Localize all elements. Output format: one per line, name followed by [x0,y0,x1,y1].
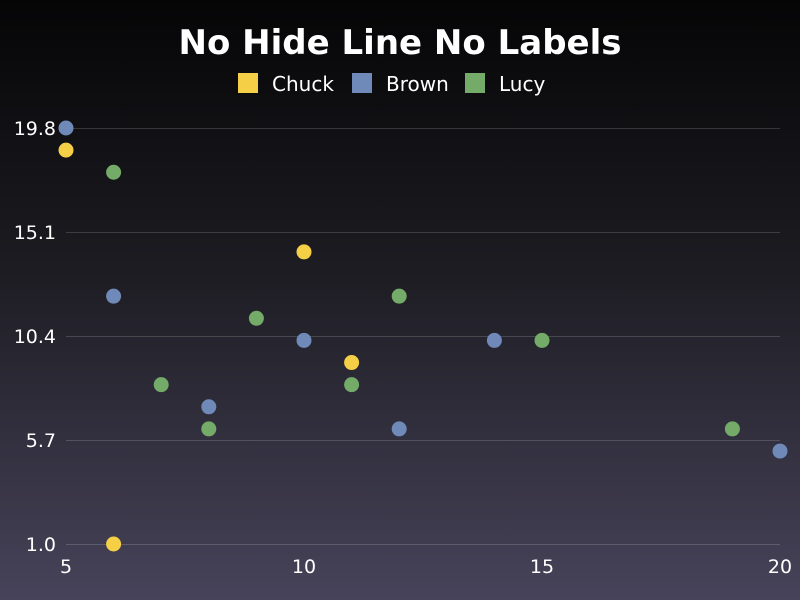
data-point-lucy [344,377,360,393]
data-point-chuck [296,244,312,260]
legend-swatch-chuck [238,73,258,93]
y-tick-label: 10.4 [14,326,56,348]
legend: Chuck Brown Lucy [238,72,545,96]
data-point-lucy [391,288,407,304]
data-point-lucy [248,310,264,326]
y-tick-label: 5.7 [26,430,56,452]
data-point-brown [486,332,502,348]
data-point-lucy [153,377,169,393]
x-tick-label: 5 [60,556,72,578]
x-tick-label: 15 [530,556,554,578]
data-point-brown [391,421,407,437]
y-tick-label: 19.8 [14,118,56,140]
data-point-lucy [534,332,550,348]
data-point-lucy [106,164,122,180]
legend-swatch-lucy [465,73,485,93]
data-point-brown [58,120,74,136]
data-point-chuck [344,355,360,371]
x-tick-label: 10 [292,556,316,578]
y-tick-label: 1.0 [26,534,56,556]
legend-label-lucy: Lucy [499,72,545,96]
data-point-brown [106,288,122,304]
data-points [58,120,788,552]
y-axis-tick-labels: 1.0 5.7 10.4 15.1 19.8 [14,118,56,556]
x-axis-tick-labels: 5 10 15 20 [60,556,792,578]
data-point-brown [296,332,312,348]
data-point-lucy [724,421,740,437]
chart-title: No Hide Line No Labels [179,23,622,63]
data-point-brown [201,399,217,415]
legend-swatch-brown [352,73,372,93]
grid-lines [66,128,780,545]
data-point-chuck [106,536,122,552]
legend-label-chuck: Chuck [272,72,334,96]
data-point-lucy [201,421,217,437]
data-point-brown [772,443,788,459]
data-point-chuck [58,142,74,158]
x-tick-label: 20 [768,556,792,578]
y-tick-label: 15.1 [14,222,56,244]
legend-label-brown: Brown [386,72,449,96]
